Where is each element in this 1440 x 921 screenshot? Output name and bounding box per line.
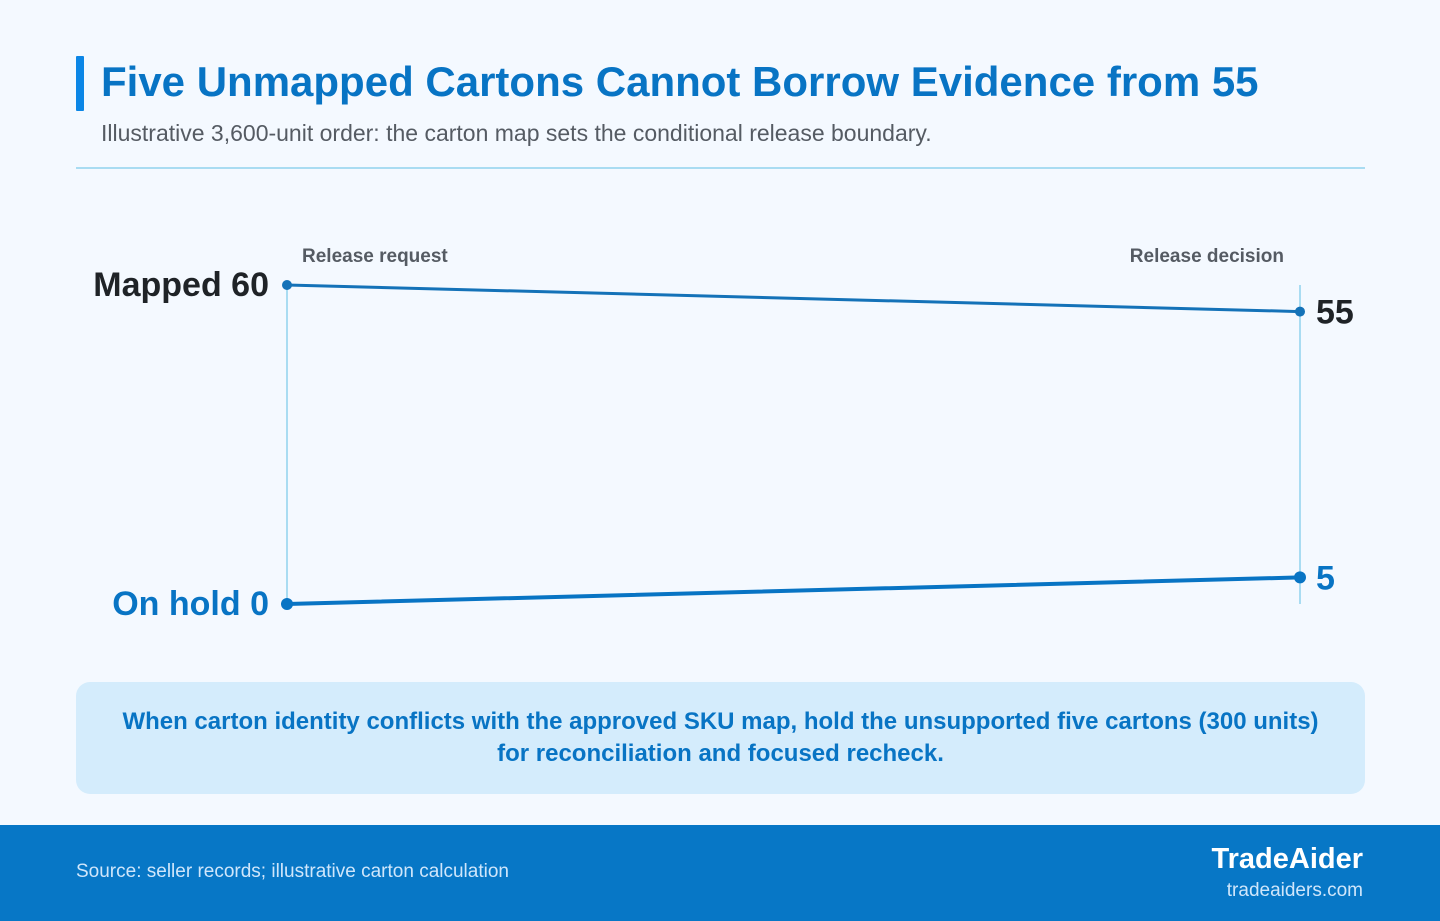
point-mapped-release-decision [1295, 306, 1305, 317]
page-subtitle: Illustrative 3,600-unit order: the carto… [101, 120, 932, 146]
x-label-release-request: Release request [302, 246, 448, 267]
x-label-release-decision: Release decision [1130, 246, 1284, 267]
start-label-mapped: Mapped 60 [93, 266, 269, 304]
callout-box: When carton identity conflicts with the … [76, 682, 1365, 794]
brand-url: tradeaiders.com [1226, 880, 1363, 901]
source-note: Source: seller records; illustrative car… [76, 861, 509, 882]
series-line-on-hold [285, 575, 1302, 606]
header: Five Unmapped Cartons Cannot Borrow Evid… [76, 56, 1365, 169]
footer: Source: seller records; illustrative car… [0, 825, 1440, 921]
end-label-mapped: 55 [1316, 294, 1354, 332]
start-label-on-hold: On hold 0 [112, 585, 269, 623]
header-divider [76, 167, 1365, 169]
point-mapped-release-request [282, 280, 292, 290]
title-row: Five Unmapped Cartons Cannot Borrow Evid… [76, 56, 1365, 112]
series-line-mapped [285, 283, 1302, 314]
end-label-on-hold: 5 [1316, 559, 1335, 597]
point-on-hold-release-decision [1294, 571, 1306, 584]
callout-text: When carton identity conflicts with the … [122, 708, 1319, 767]
brand-logo-text: TradeAider [1211, 843, 1364, 875]
page-title: Five Unmapped Cartons Cannot Borrow Evid… [101, 58, 1259, 105]
slope-chart: Release request Release decision Mapped … [93, 246, 1354, 623]
point-on-hold-release-request [281, 598, 293, 610]
title-accent-bar [76, 56, 84, 111]
